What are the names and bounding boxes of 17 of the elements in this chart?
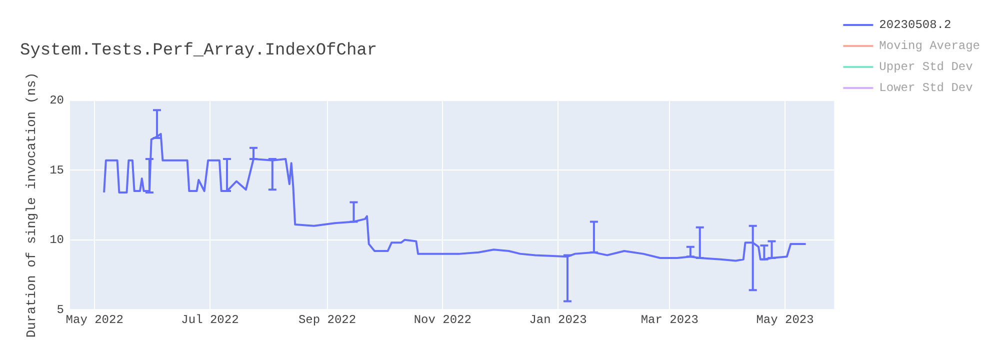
y-tick-label: 10 — [50, 233, 64, 248]
x-tick-label: Nov 2022 — [414, 312, 472, 327]
chart-title: System.Tests.Perf_Array.IndexOfChar — [20, 42, 378, 61]
legend-label: Lower Std Dev — [879, 81, 973, 96]
y-tick-label: 5 — [56, 302, 64, 317]
x-tick-label: Sep 2022 — [298, 312, 356, 327]
x-tick-label: May 2023 — [756, 312, 814, 327]
x-tick-label: May 2022 — [66, 312, 124, 327]
legend-label: Upper Std Dev — [879, 60, 973, 74]
y-tick-label: 15 — [50, 163, 64, 178]
x-tick-label: Jul 2022 — [181, 312, 239, 327]
legend-label: Moving Average — [879, 39, 980, 54]
x-tick-label: Jan 2023 — [529, 312, 587, 327]
legend-label: 20230508.2 — [879, 18, 952, 32]
y-tick-label: 20 — [50, 94, 64, 108]
x-tick-label: Mar 2023 — [640, 312, 698, 327]
y-axis-title: Duration of single invocation (ns) — [24, 72, 40, 338]
